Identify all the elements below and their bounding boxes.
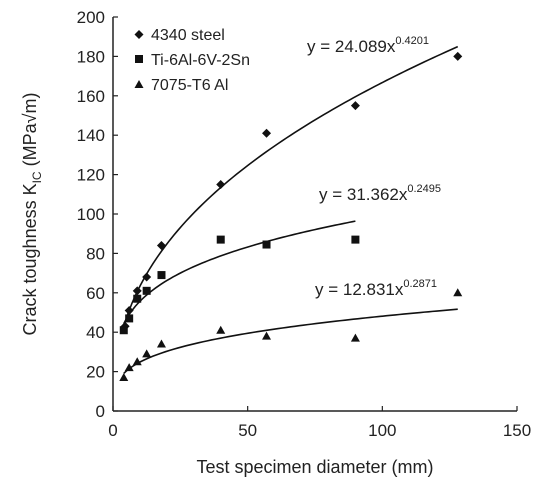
y-axis-label-unit-close: m) (20, 93, 40, 114)
data-point-diamond-0-3 (142, 272, 152, 282)
plot-area: 0 20 40 60 80 100 120 140 160 180 200 0 50 100 150 (77, 8, 532, 440)
y-tick-label: 60 (86, 284, 105, 303)
fit-curve-series-2 (123, 308, 458, 374)
data-point-diamond-0-8 (453, 51, 463, 61)
data-point-triangle-2-2 (132, 357, 142, 366)
y-tick-label: 160 (77, 87, 105, 106)
legend-triangle-marker (134, 80, 144, 88)
y-ticks: 0 20 40 60 80 100 120 140 160 180 200 (77, 8, 118, 421)
data-points (119, 51, 463, 382)
data-point-square-1-0 (119, 326, 128, 335)
data-point-square-1-4 (157, 271, 166, 280)
equation-7075-t6-al-exponent: 0.2871 (403, 278, 437, 290)
y-tick-label: 0 (96, 402, 105, 421)
legend-label-7075-t6-al: 7075-T6 Al (151, 77, 228, 94)
y-tick-label: 20 (86, 363, 105, 382)
y-tick-label: 100 (77, 205, 105, 224)
data-point-triangle-2-7 (350, 333, 360, 342)
data-point-triangle-2-6 (262, 331, 272, 340)
data-point-triangle-2-0 (119, 373, 129, 382)
equation-4340-steel: y = 24.089x0.4201 (307, 35, 429, 56)
legend-item-7075-t6-al: 7075-T6 Al (134, 77, 228, 94)
y-tick-label: 120 (77, 166, 105, 185)
equation-ti-6al-6v-2sn: y = 31.362x0.2495 (319, 183, 441, 204)
legend-diamond-marker (134, 30, 144, 39)
data-point-square-1-2 (133, 294, 142, 303)
x-tick-label: 100 (368, 421, 396, 440)
legend-label-4340-steel: 4340 steel (151, 27, 225, 44)
data-point-diamond-0-1 (124, 306, 134, 316)
data-point-triangle-2-5 (216, 325, 226, 334)
equation-4340-steel-exponent: 0.4201 (395, 35, 429, 47)
legend: 4340 steel Ti-6Al-6V-2Sn 7075-T6 Al (134, 27, 250, 94)
data-point-diamond-0-7 (350, 101, 360, 111)
y-axis-label-radical: √ (20, 113, 40, 123)
data-point-square-1-1 (125, 314, 134, 323)
y-tick-label: 80 (86, 244, 105, 263)
legend-label-ti-6al-6v-2sn: Ti-6Al-6V-2Sn (151, 52, 250, 69)
data-point-square-1-5 (216, 235, 225, 244)
y-tick-label: 40 (86, 323, 105, 342)
y-tick-label: 200 (77, 8, 105, 27)
data-point-diamond-0-6 (262, 128, 272, 138)
data-point-triangle-2-1 (124, 363, 134, 372)
data-point-triangle-2-4 (156, 339, 166, 348)
legend-item-4340-steel: 4340 steel (134, 27, 225, 44)
y-axis-label: Crack toughness KIC (MPa√m) (20, 93, 44, 336)
equation-7075-t6-al-base: y = 12.831x (315, 280, 404, 299)
fit-curve-series-0 (123, 45, 459, 327)
data-point-triangle-2-8 (453, 288, 463, 297)
data-point-square-1-6 (262, 240, 271, 249)
equation-ti-6al-6v-2sn-exponent: 0.2495 (407, 183, 441, 195)
data-point-diamond-0-5 (216, 179, 226, 189)
x-tick-label: 50 (238, 421, 257, 440)
x-axis-label: Test specimen diameter (mm) (196, 457, 433, 477)
y-tick-label: 180 (77, 47, 105, 66)
x-tick-label: 0 (108, 421, 117, 440)
equation-ti-6al-6v-2sn-base: y = 31.362x (319, 185, 408, 204)
y-tick-label: 140 (77, 126, 105, 145)
fit-curves (123, 45, 459, 374)
y-axis-label-subscript: IC (30, 171, 44, 183)
equation-4340-steel-base: y = 24.089x (307, 37, 396, 56)
data-point-square-1-7 (351, 235, 360, 244)
y-axis-label-prefix: Crack toughness K (20, 183, 40, 335)
fit-curve-series-1 (123, 220, 356, 325)
x-ticks: 0 50 100 150 (108, 406, 531, 440)
data-point-diamond-0-2 (132, 286, 142, 296)
data-point-diamond-0-4 (156, 241, 166, 251)
legend-item-ti-6al-6v-2sn: Ti-6Al-6V-2Sn (135, 52, 250, 69)
y-axis-label-unit-open: (MPa (20, 122, 40, 171)
x-tick-label: 150 (503, 421, 531, 440)
legend-square-marker (135, 55, 143, 63)
equation-7075-t6-al: y = 12.831x0.2871 (315, 278, 437, 299)
data-point-square-1-3 (142, 286, 151, 295)
data-point-triangle-2-3 (142, 349, 152, 358)
